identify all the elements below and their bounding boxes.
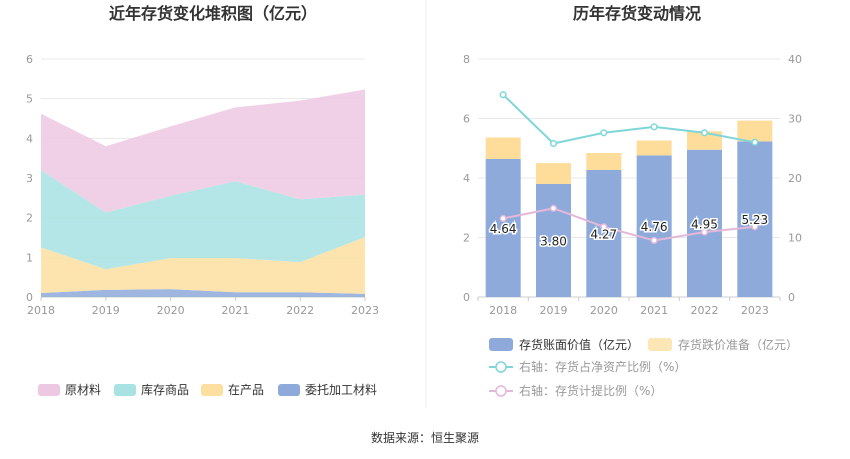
y2-tick-label: 10	[788, 232, 802, 245]
legend-swatch	[201, 384, 223, 396]
legend-marker	[495, 361, 507, 373]
bar	[687, 149, 722, 297]
x-tick-label: 2022	[691, 304, 719, 317]
bar	[485, 158, 521, 297]
x-tick-label: 2018	[489, 304, 517, 317]
line-point	[600, 223, 608, 231]
bar	[636, 155, 672, 297]
y-tick-label: 2	[463, 232, 470, 245]
line-point	[600, 129, 608, 137]
y-tick-label: 0	[463, 291, 470, 304]
y-tick-label: 0	[26, 291, 33, 304]
left-chart-area: 0 1 2 3 4 5 6 2018 2019 2020 2021 2022 2023 原材料 库存商品 在产…	[26, 53, 379, 397]
y-tick-label: 6	[26, 53, 33, 66]
source-note: 数据来源：恒生聚源	[371, 430, 479, 445]
x-tick-label: 2023	[741, 304, 769, 317]
legend-swatch	[38, 384, 60, 396]
legend-label: 存货账面价值（亿元）	[519, 337, 639, 352]
x-tick-label: 2018	[27, 304, 55, 317]
y2-tick-label: 30	[788, 113, 802, 126]
line-series	[502, 93, 756, 145]
bar-value-label: 4.95	[691, 217, 718, 231]
y-tick-label: 6	[463, 113, 470, 126]
line-point	[751, 223, 759, 231]
legend-label: 存货跌价准备（亿元）	[678, 337, 798, 352]
bar	[586, 169, 622, 297]
line-point	[700, 129, 709, 137]
area-series	[41, 289, 365, 297]
left-chart-title: 近年存货变化堆积图（亿元）	[109, 4, 317, 23]
x-tick-label: 2021	[221, 304, 249, 317]
line-point	[549, 139, 558, 148]
bar	[536, 183, 571, 297]
legend-label: 右轴：存货计提比例（%）	[519, 383, 662, 398]
bar	[636, 140, 672, 156]
line-point	[549, 204, 558, 212]
bar-value-label: 4.27	[590, 227, 617, 241]
legend-swatch	[489, 338, 513, 351]
area-series	[41, 89, 365, 213]
line-point	[700, 228, 709, 236]
y2-tick-label: 40	[788, 53, 802, 66]
legend-label: 在产品	[228, 383, 264, 397]
y-tick-label: 8	[463, 53, 470, 66]
line-point	[499, 214, 507, 223]
bar-value-label: 4.76	[641, 220, 668, 234]
x-tick-label: 2020	[157, 304, 185, 317]
bar	[737, 120, 773, 142]
line-point	[650, 123, 658, 131]
right-chart-title: 历年存货变动情况	[573, 4, 701, 23]
bar	[536, 163, 571, 184]
x-tick-label: 2019	[92, 304, 120, 317]
legend-label: 右轴：存货占净资产比例（%）	[519, 359, 686, 374]
bar	[737, 141, 773, 297]
y2-tick-label: 0	[788, 291, 795, 304]
x-tick-label: 2021	[640, 304, 668, 317]
bar	[485, 137, 521, 159]
bar-value-label: 3.80	[540, 234, 567, 248]
legend-label: 委托加工材料	[305, 383, 377, 397]
bar-value-label: 4.64	[490, 222, 517, 236]
bar-value-label: 5.23	[741, 213, 768, 227]
legend-swatch	[648, 338, 672, 351]
x-tick-label: 2022	[286, 304, 314, 317]
y-tick-label: 4	[26, 132, 33, 145]
y-tick-label: 5	[26, 93, 33, 106]
legend-swatch	[278, 384, 300, 396]
legend-label: 库存商品	[141, 382, 189, 397]
y2-tick-label: 20	[788, 172, 802, 185]
bar	[586, 153, 622, 170]
legend-label: 原材料	[65, 383, 101, 397]
legend-swatch	[114, 384, 136, 396]
x-tick-label: 2019	[540, 304, 568, 317]
bar	[687, 131, 722, 150]
right-chart-area: 0 2 4 6 8 0 10 20 30 40 2018 2019 2020 2021 2022 2023 4.…	[463, 53, 802, 398]
x-tick-label: 2020	[590, 304, 618, 317]
legend-marker	[495, 385, 507, 397]
line-point	[751, 138, 759, 146]
area-series	[41, 237, 365, 294]
line-series	[502, 207, 755, 242]
line-point	[650, 236, 658, 245]
line-point	[499, 91, 507, 99]
y-tick-label: 3	[26, 172, 33, 185]
y-tick-label: 1	[26, 251, 33, 264]
y-tick-label: 2	[26, 212, 33, 225]
area-series	[41, 170, 365, 270]
y-tick-label: 4	[463, 172, 470, 185]
x-tick-label: 2023	[351, 304, 379, 317]
